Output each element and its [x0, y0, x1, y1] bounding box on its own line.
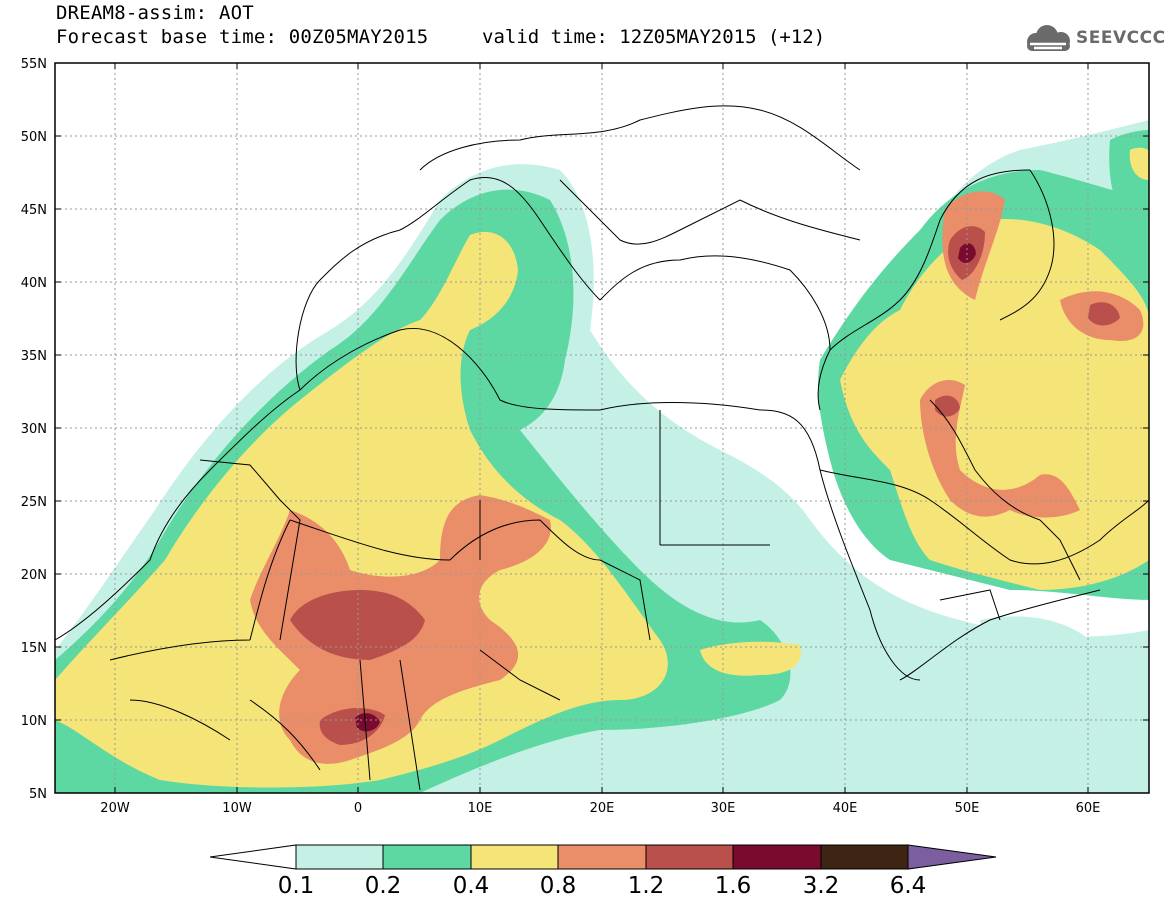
seevccc-logo-text: SEEVCCC [1076, 28, 1165, 48]
colorbar-label: 0.4 [453, 873, 490, 899]
y-tick-label: 55N [21, 57, 47, 72]
colorbar-swatch [557, 844, 647, 870]
x-tick-label: 20W [100, 801, 130, 816]
colorbar [209, 844, 997, 870]
colorbar-label: 0.2 [365, 873, 402, 899]
y-tick-label: 30N [21, 422, 47, 437]
y-tick-label: 10N [21, 714, 47, 729]
map-grid [55, 63, 1149, 793]
colorbar-label: 0.8 [540, 873, 577, 899]
y-tick-label: 20N [21, 568, 47, 583]
y-tick-label: 15N [21, 641, 47, 656]
valid-time: valid time: 12Z05MAY2015 (+12) [482, 26, 826, 48]
map-title: DREAM8-assim: AOT [56, 2, 254, 24]
y-tick-label: 35N [21, 349, 47, 364]
x-tick-label: 10W [222, 801, 252, 816]
colorbar-swatch [732, 844, 822, 870]
x-tick-label: 30E [711, 801, 736, 816]
x-tick-label: 60E [1076, 801, 1101, 816]
colorbar-swatch [295, 844, 384, 870]
cloud-icon [1027, 25, 1070, 51]
x-tick-label: 40E [833, 801, 858, 816]
colorbar-low-arrow [209, 844, 297, 870]
forecast-base-time: Forecast base time: 00Z05MAY2015 [56, 26, 429, 48]
y-tick-label: 50N [21, 130, 47, 145]
colorbar-label: 1.2 [628, 873, 665, 899]
y-ticks [55, 62, 1149, 794]
y-tick-label: 25N [21, 495, 47, 510]
colorbar-high-arrow [907, 844, 997, 870]
colorbar-swatch [382, 844, 472, 870]
y-tick-label: 5N [29, 787, 47, 802]
colorbar-label: 1.6 [715, 873, 752, 899]
y-tick-label: 40N [21, 276, 47, 291]
x-tick-label: 20E [590, 801, 615, 816]
colorbar-swatch [470, 844, 559, 870]
x-tick-label: 0 [354, 801, 362, 816]
coastlines [55, 105, 1149, 791]
colorbar-swatch [645, 844, 734, 870]
x-tick-label: 10E [468, 801, 493, 816]
colorbar-label: 3.2 [803, 873, 840, 899]
colorbar-label: 0.1 [278, 873, 315, 899]
y-tick-label: 45N [21, 203, 47, 218]
colorbar-label: 6.4 [890, 873, 927, 899]
colorbar-swatch [820, 844, 909, 870]
x-tick-label: 50E [955, 801, 980, 816]
